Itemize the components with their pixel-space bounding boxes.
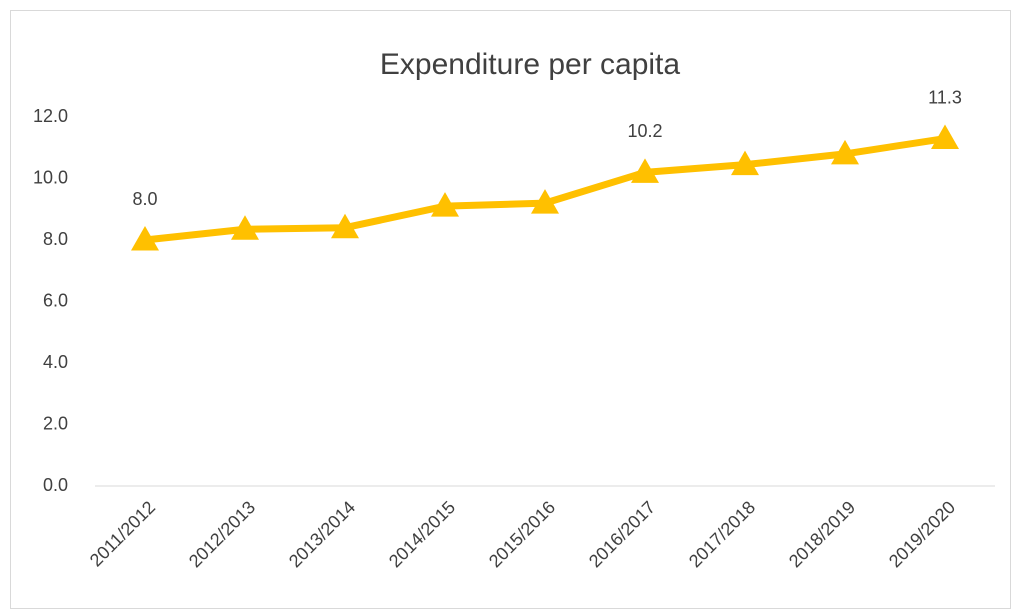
data-label: 8.0	[132, 189, 157, 209]
y-tick-label: 0.0	[43, 475, 68, 495]
y-tick-label: 6.0	[43, 290, 68, 310]
chart-title: Expenditure per capita	[380, 48, 681, 81]
marker	[831, 139, 859, 165]
y-tick-label: 12.0	[33, 106, 68, 126]
marker	[531, 189, 559, 214]
chart-border	[10, 10, 1011, 609]
y-tick-label: 8.0	[43, 229, 68, 249]
marker	[631, 158, 659, 183]
data-label: 10.2	[627, 121, 662, 141]
marker	[431, 192, 459, 217]
y-tick-label: 2.0	[43, 413, 68, 433]
marker	[131, 226, 159, 251]
marker	[231, 215, 259, 240]
marker	[931, 124, 959, 150]
y-tick-label: 10.0	[33, 167, 68, 187]
data-label: 11.3	[928, 87, 962, 107]
marker	[731, 150, 759, 176]
marker	[331, 213, 359, 239]
y-tick-label: 4.0	[43, 352, 68, 372]
